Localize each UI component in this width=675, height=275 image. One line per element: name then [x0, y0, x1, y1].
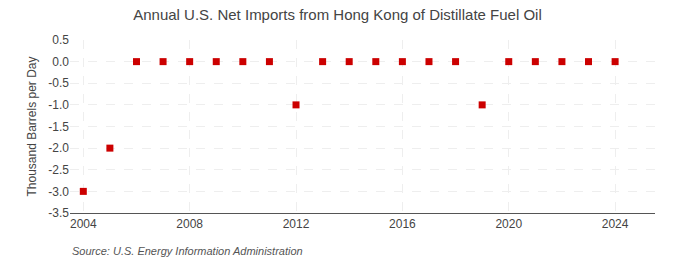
svg-text:0.0: 0.0 — [52, 55, 69, 69]
svg-text:-1.0: -1.0 — [48, 98, 69, 112]
svg-text:0.5: 0.5 — [52, 33, 69, 47]
svg-text:2012: 2012 — [283, 217, 310, 231]
svg-text:-3.5: -3.5 — [48, 206, 69, 220]
svg-text:-2.5: -2.5 — [48, 163, 69, 177]
svg-text:Thousand Barrels per Day: Thousand Barrels per Day — [25, 56, 39, 196]
svg-text:Source: U.S. Energy Informatio: Source: U.S. Energy Information Administ… — [72, 245, 303, 257]
svg-text:Annual U.S. Net Imports from H: Annual U.S. Net Imports from Hong Kong o… — [133, 6, 542, 23]
svg-text:-0.5: -0.5 — [48, 76, 69, 90]
svg-text:-3.0: -3.0 — [48, 185, 69, 199]
svg-text:2008: 2008 — [176, 217, 203, 231]
svg-text:2024: 2024 — [602, 217, 629, 231]
svg-text:2016: 2016 — [389, 217, 416, 231]
svg-text:2020: 2020 — [495, 217, 522, 231]
svg-text:-2.0: -2.0 — [48, 141, 69, 155]
svg-text:2004: 2004 — [70, 217, 97, 231]
svg-text:-1.5: -1.5 — [48, 120, 69, 134]
